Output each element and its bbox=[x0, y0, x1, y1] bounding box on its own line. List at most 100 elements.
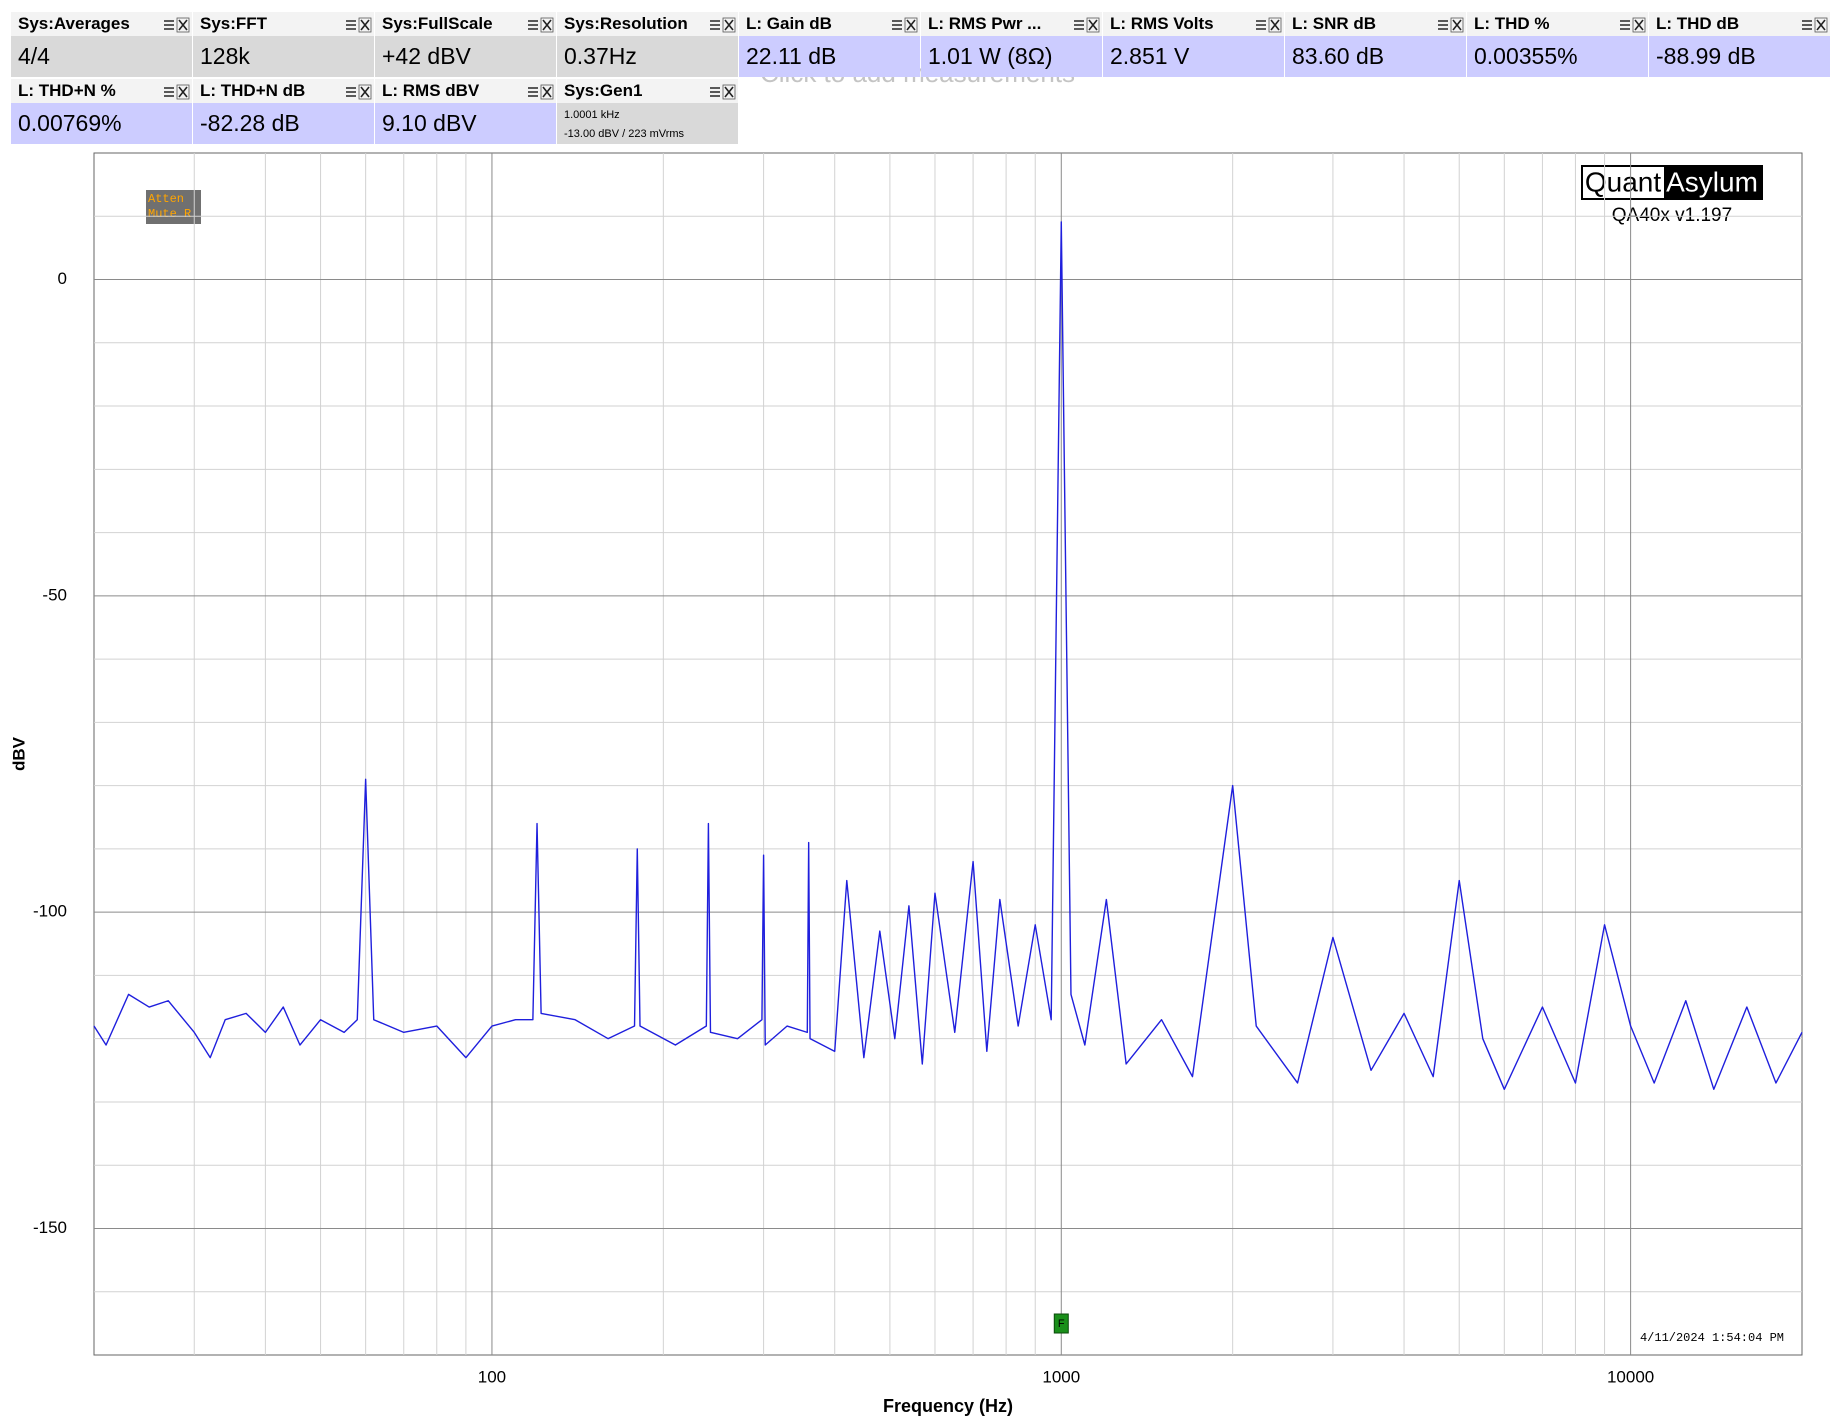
tile-icons[interactable] bbox=[527, 84, 554, 100]
measurement-value: 2.851 V bbox=[1103, 36, 1284, 77]
measurement-tile[interactable]: L: SNR dB 83.60 dB bbox=[1285, 12, 1466, 77]
tile-icons[interactable] bbox=[1801, 17, 1828, 33]
close-icon-box bbox=[904, 17, 918, 33]
close-icon-line bbox=[1816, 19, 1826, 31]
close-icon-box bbox=[1268, 17, 1282, 33]
atten-label: Atten bbox=[148, 192, 184, 206]
measurement-tile[interactable]: L: THD+N dB -82.28 dB bbox=[193, 79, 374, 144]
gen-line: -13.00 dBV / 223 mVrms bbox=[564, 128, 685, 140]
measurement-value: 9.10 dBV bbox=[375, 103, 556, 144]
measurement-label: L: THD % bbox=[1467, 12, 1648, 36]
close-icon-box bbox=[176, 84, 190, 100]
close-icon-box bbox=[176, 17, 190, 33]
tile-icons[interactable] bbox=[527, 17, 554, 33]
close-icon-line bbox=[724, 19, 734, 31]
measurement-label: Sys:FFT bbox=[193, 12, 374, 36]
close-icon-box bbox=[358, 17, 372, 33]
measurement-label: L: Gain dB bbox=[739, 12, 920, 36]
atten-box bbox=[146, 190, 201, 224]
close-icon-line bbox=[178, 86, 188, 98]
measurement-tile[interactable]: Sys:FFT 128k bbox=[193, 12, 374, 77]
close-icon-line bbox=[178, 19, 188, 31]
measurement-label: L: SNR dB bbox=[1285, 12, 1466, 36]
measurement-value: -82.28 dB bbox=[193, 103, 374, 144]
measurement-tile[interactable]: Sys:Gen1 1.0001 kHz -13.00 dBV / 223 mVrms bbox=[557, 79, 738, 144]
timestamp: 4/11/2024 1:54:04 PM bbox=[1640, 1331, 1784, 1345]
close-icon-box bbox=[1632, 17, 1646, 33]
tile-icons[interactable] bbox=[345, 84, 372, 100]
measurement-label: Sys:Averages bbox=[11, 12, 192, 36]
measurement-label: L: THD dB bbox=[1649, 12, 1830, 36]
measurement-value: 0.00355% bbox=[1467, 36, 1648, 77]
measurement-label: L: RMS Volts bbox=[1103, 12, 1284, 36]
measurement-tile[interactable]: L: RMS Pwr ... 1.01 W (8Ω) bbox=[921, 12, 1102, 77]
measurement-value: 0.00769% bbox=[11, 103, 192, 144]
logo-right: Asylum bbox=[1666, 166, 1758, 197]
tile-icons[interactable] bbox=[1073, 17, 1100, 33]
version: QA40x v1.197 bbox=[1612, 205, 1732, 226]
y-tick-label: -50 bbox=[42, 585, 67, 604]
grid bbox=[94, 153, 1802, 1355]
y-tick-label: -150 bbox=[33, 1218, 67, 1237]
close-icon-line bbox=[906, 19, 916, 31]
y-tick-label: -100 bbox=[33, 902, 67, 921]
y-tick-label: 0 bbox=[58, 269, 67, 288]
plot-area bbox=[93, 152, 1803, 1356]
measurement-tile[interactable]: L: THD+N % 0.00769% bbox=[11, 79, 192, 144]
tile-icons[interactable] bbox=[163, 84, 190, 100]
logo-fill bbox=[1664, 166, 1762, 199]
measurement-tile[interactable]: Sys:Resolution 0.37Hz bbox=[557, 12, 738, 77]
close-icon-box bbox=[1086, 17, 1100, 33]
tile-icons[interactable] bbox=[709, 84, 736, 100]
close-icon-box bbox=[1814, 17, 1828, 33]
measurement-tile[interactable]: L: Gain dB 22.11 dB bbox=[739, 12, 920, 77]
close-icon-box bbox=[358, 84, 372, 100]
spectrum-line bbox=[93, 221, 1803, 1090]
tile-icons[interactable] bbox=[891, 17, 918, 33]
close-icon-line bbox=[1452, 19, 1462, 31]
measurement-tile[interactable]: L: RMS Volts 2.851 V bbox=[1103, 12, 1284, 77]
close-icon-line bbox=[542, 19, 552, 31]
close-icon-line bbox=[360, 86, 370, 98]
measurement-value: 4/4 bbox=[11, 36, 192, 77]
measurement-tile[interactable]: Sys:Averages 4/4 bbox=[11, 12, 192, 77]
gen-line: 1.0001 kHz bbox=[564, 109, 620, 121]
measurement-label: L: THD+N % bbox=[11, 79, 192, 103]
measurement-value: -88.99 dB bbox=[1649, 36, 1830, 77]
close-icon-box bbox=[540, 84, 554, 100]
x-tick-label: 10000 bbox=[1607, 1367, 1654, 1386]
x-tick-label: 1000 bbox=[1042, 1367, 1080, 1386]
mute-label: Mute R bbox=[148, 207, 191, 221]
x-axis-label: Frequency (Hz) bbox=[883, 1396, 1013, 1416]
measurement-tile[interactable]: L: THD % 0.00355% bbox=[1467, 12, 1648, 77]
logo-left: Quant bbox=[1585, 166, 1661, 197]
tile-icons[interactable] bbox=[1619, 17, 1646, 33]
measurement-label: Sys:Resolution bbox=[557, 12, 738, 36]
close-icon-box bbox=[722, 17, 736, 33]
marker-label: F bbox=[1058, 1318, 1065, 1330]
measurement-value: 128k bbox=[193, 36, 374, 77]
tile-icons[interactable] bbox=[345, 17, 372, 33]
measurement-label: L: THD+N dB bbox=[193, 79, 374, 103]
measurement-value: 1.0001 kHz -13.00 dBV / 223 mVrms bbox=[557, 103, 738, 144]
close-icon-line bbox=[1634, 19, 1644, 31]
measurement-tile[interactable]: Sys:FullScale +42 dBV bbox=[375, 12, 556, 77]
close-icon-line bbox=[724, 86, 734, 98]
measurement-tile[interactable]: L: RMS dBV 9.10 dBV bbox=[375, 79, 556, 144]
close-icon-line bbox=[360, 19, 370, 31]
close-icon-box bbox=[540, 17, 554, 33]
measurement-value: 83.60 dB bbox=[1285, 36, 1466, 77]
close-icon-box bbox=[722, 84, 736, 100]
y-axis-label: dBV bbox=[9, 736, 28, 771]
tile-icons[interactable] bbox=[1255, 17, 1282, 33]
measurement-label: L: RMS Pwr ... bbox=[921, 12, 1102, 36]
measurement-value: 0.37Hz bbox=[557, 36, 738, 77]
tile-icons[interactable] bbox=[1437, 17, 1464, 33]
tile-icons[interactable] bbox=[163, 17, 190, 33]
tile-icons[interactable] bbox=[709, 17, 736, 33]
measurement-tile[interactable]: L: THD dB -88.99 dB bbox=[1649, 12, 1830, 77]
marker-box bbox=[1053, 1313, 1069, 1334]
close-icon-box bbox=[1450, 17, 1464, 33]
measurement-label: Sys:FullScale bbox=[375, 12, 556, 36]
